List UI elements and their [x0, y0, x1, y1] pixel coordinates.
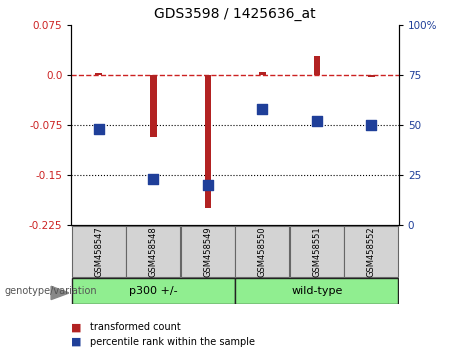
FancyBboxPatch shape: [72, 226, 126, 278]
Text: GSM458551: GSM458551: [313, 226, 321, 277]
Point: [149, 176, 157, 182]
Text: percentile rank within the sample: percentile rank within the sample: [90, 337, 255, 347]
Bar: [150, 75, 157, 137]
Text: wild-type: wild-type: [291, 286, 343, 296]
Text: GSM458552: GSM458552: [367, 226, 376, 277]
FancyBboxPatch shape: [236, 226, 290, 278]
FancyBboxPatch shape: [236, 278, 398, 304]
Point: [95, 126, 102, 132]
Title: GDS3598 / 1425636_at: GDS3598 / 1425636_at: [154, 7, 316, 21]
Text: p300 +/-: p300 +/-: [129, 286, 177, 296]
Text: genotype/variation: genotype/variation: [5, 286, 97, 296]
FancyBboxPatch shape: [344, 226, 398, 278]
Text: GSM458547: GSM458547: [94, 226, 103, 277]
Point: [259, 106, 266, 112]
FancyBboxPatch shape: [126, 226, 180, 278]
Bar: [313, 56, 320, 75]
Bar: [205, 75, 211, 208]
Bar: [95, 73, 102, 75]
Text: ■: ■: [71, 337, 82, 347]
Bar: [259, 72, 266, 75]
Text: GSM458548: GSM458548: [149, 226, 158, 277]
Text: transformed count: transformed count: [90, 322, 181, 332]
FancyBboxPatch shape: [72, 278, 235, 304]
Text: GSM458549: GSM458549: [203, 226, 213, 277]
Point: [313, 118, 321, 124]
Text: ■: ■: [71, 322, 82, 332]
Polygon shape: [51, 286, 69, 299]
Point: [368, 122, 375, 128]
Bar: [368, 75, 375, 77]
FancyBboxPatch shape: [181, 226, 235, 278]
Point: [204, 182, 212, 188]
FancyBboxPatch shape: [290, 226, 344, 278]
Text: GSM458550: GSM458550: [258, 226, 267, 277]
